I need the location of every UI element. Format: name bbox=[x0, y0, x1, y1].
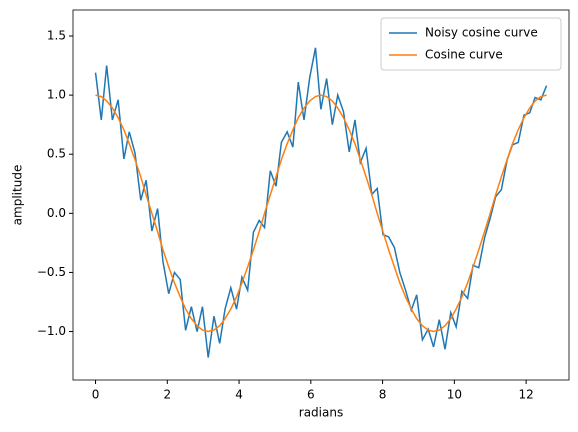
y-tick-label: −0.5 bbox=[37, 265, 66, 279]
series-line bbox=[95, 94, 547, 333]
y-tick-label: 1.5 bbox=[47, 29, 66, 43]
series-line bbox=[94, 47, 548, 358]
y-axis-label: amplitude bbox=[11, 165, 25, 226]
y-tick-label: 1.0 bbox=[47, 88, 66, 102]
x-tick-label: 2 bbox=[163, 388, 171, 402]
plot-frame bbox=[72, 9, 570, 381]
legend-label: Noisy cosine curve bbox=[425, 26, 538, 40]
y-tick-label: 0.5 bbox=[47, 147, 66, 161]
legend-box bbox=[380, 17, 562, 71]
y-tick-label: −1.0 bbox=[37, 324, 66, 338]
y-tick-label: 0.0 bbox=[47, 206, 66, 220]
x-tick-label: 0 bbox=[92, 388, 100, 402]
legend-label: Cosine curve bbox=[425, 48, 503, 62]
x-axis-label: radians bbox=[299, 406, 343, 420]
x-tick-label: 10 bbox=[447, 388, 462, 402]
x-tick-label: 8 bbox=[379, 388, 387, 402]
x-tick-label: 12 bbox=[518, 388, 533, 402]
x-tick-label: 6 bbox=[307, 388, 315, 402]
x-tick-label: 4 bbox=[235, 388, 243, 402]
